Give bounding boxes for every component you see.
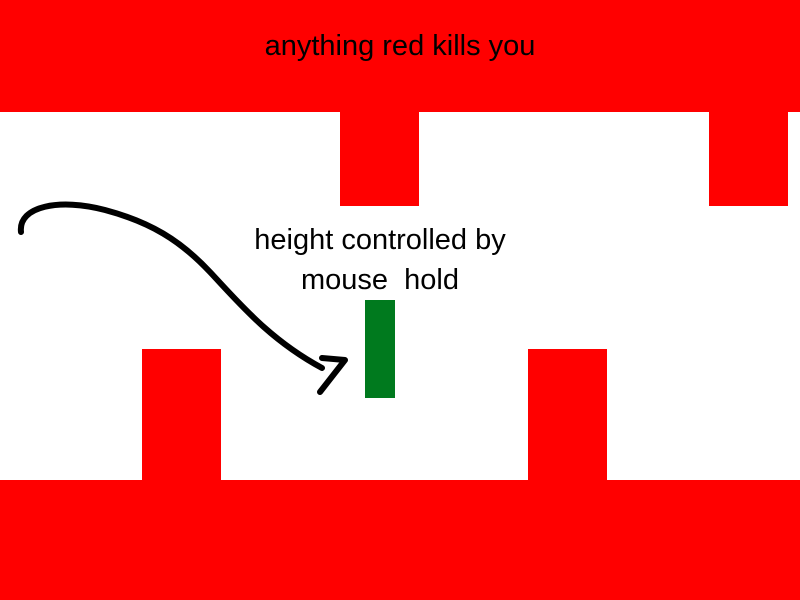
red-ceiling-hazard xyxy=(0,0,800,112)
red-rising-pillar xyxy=(142,349,221,482)
control-hint-line: mouse hold xyxy=(301,264,459,296)
warning-text: anything red kills you xyxy=(264,30,536,62)
red-floor-hazard xyxy=(0,480,800,600)
red-hanging-pillar xyxy=(709,110,788,206)
player-bar xyxy=(365,300,395,398)
red-rising-pillar xyxy=(528,349,607,482)
control-hint-line: height controlled by xyxy=(254,224,506,256)
control-hint: height controlled by mouse hold xyxy=(190,220,570,300)
red-hanging-pillar xyxy=(340,110,419,206)
